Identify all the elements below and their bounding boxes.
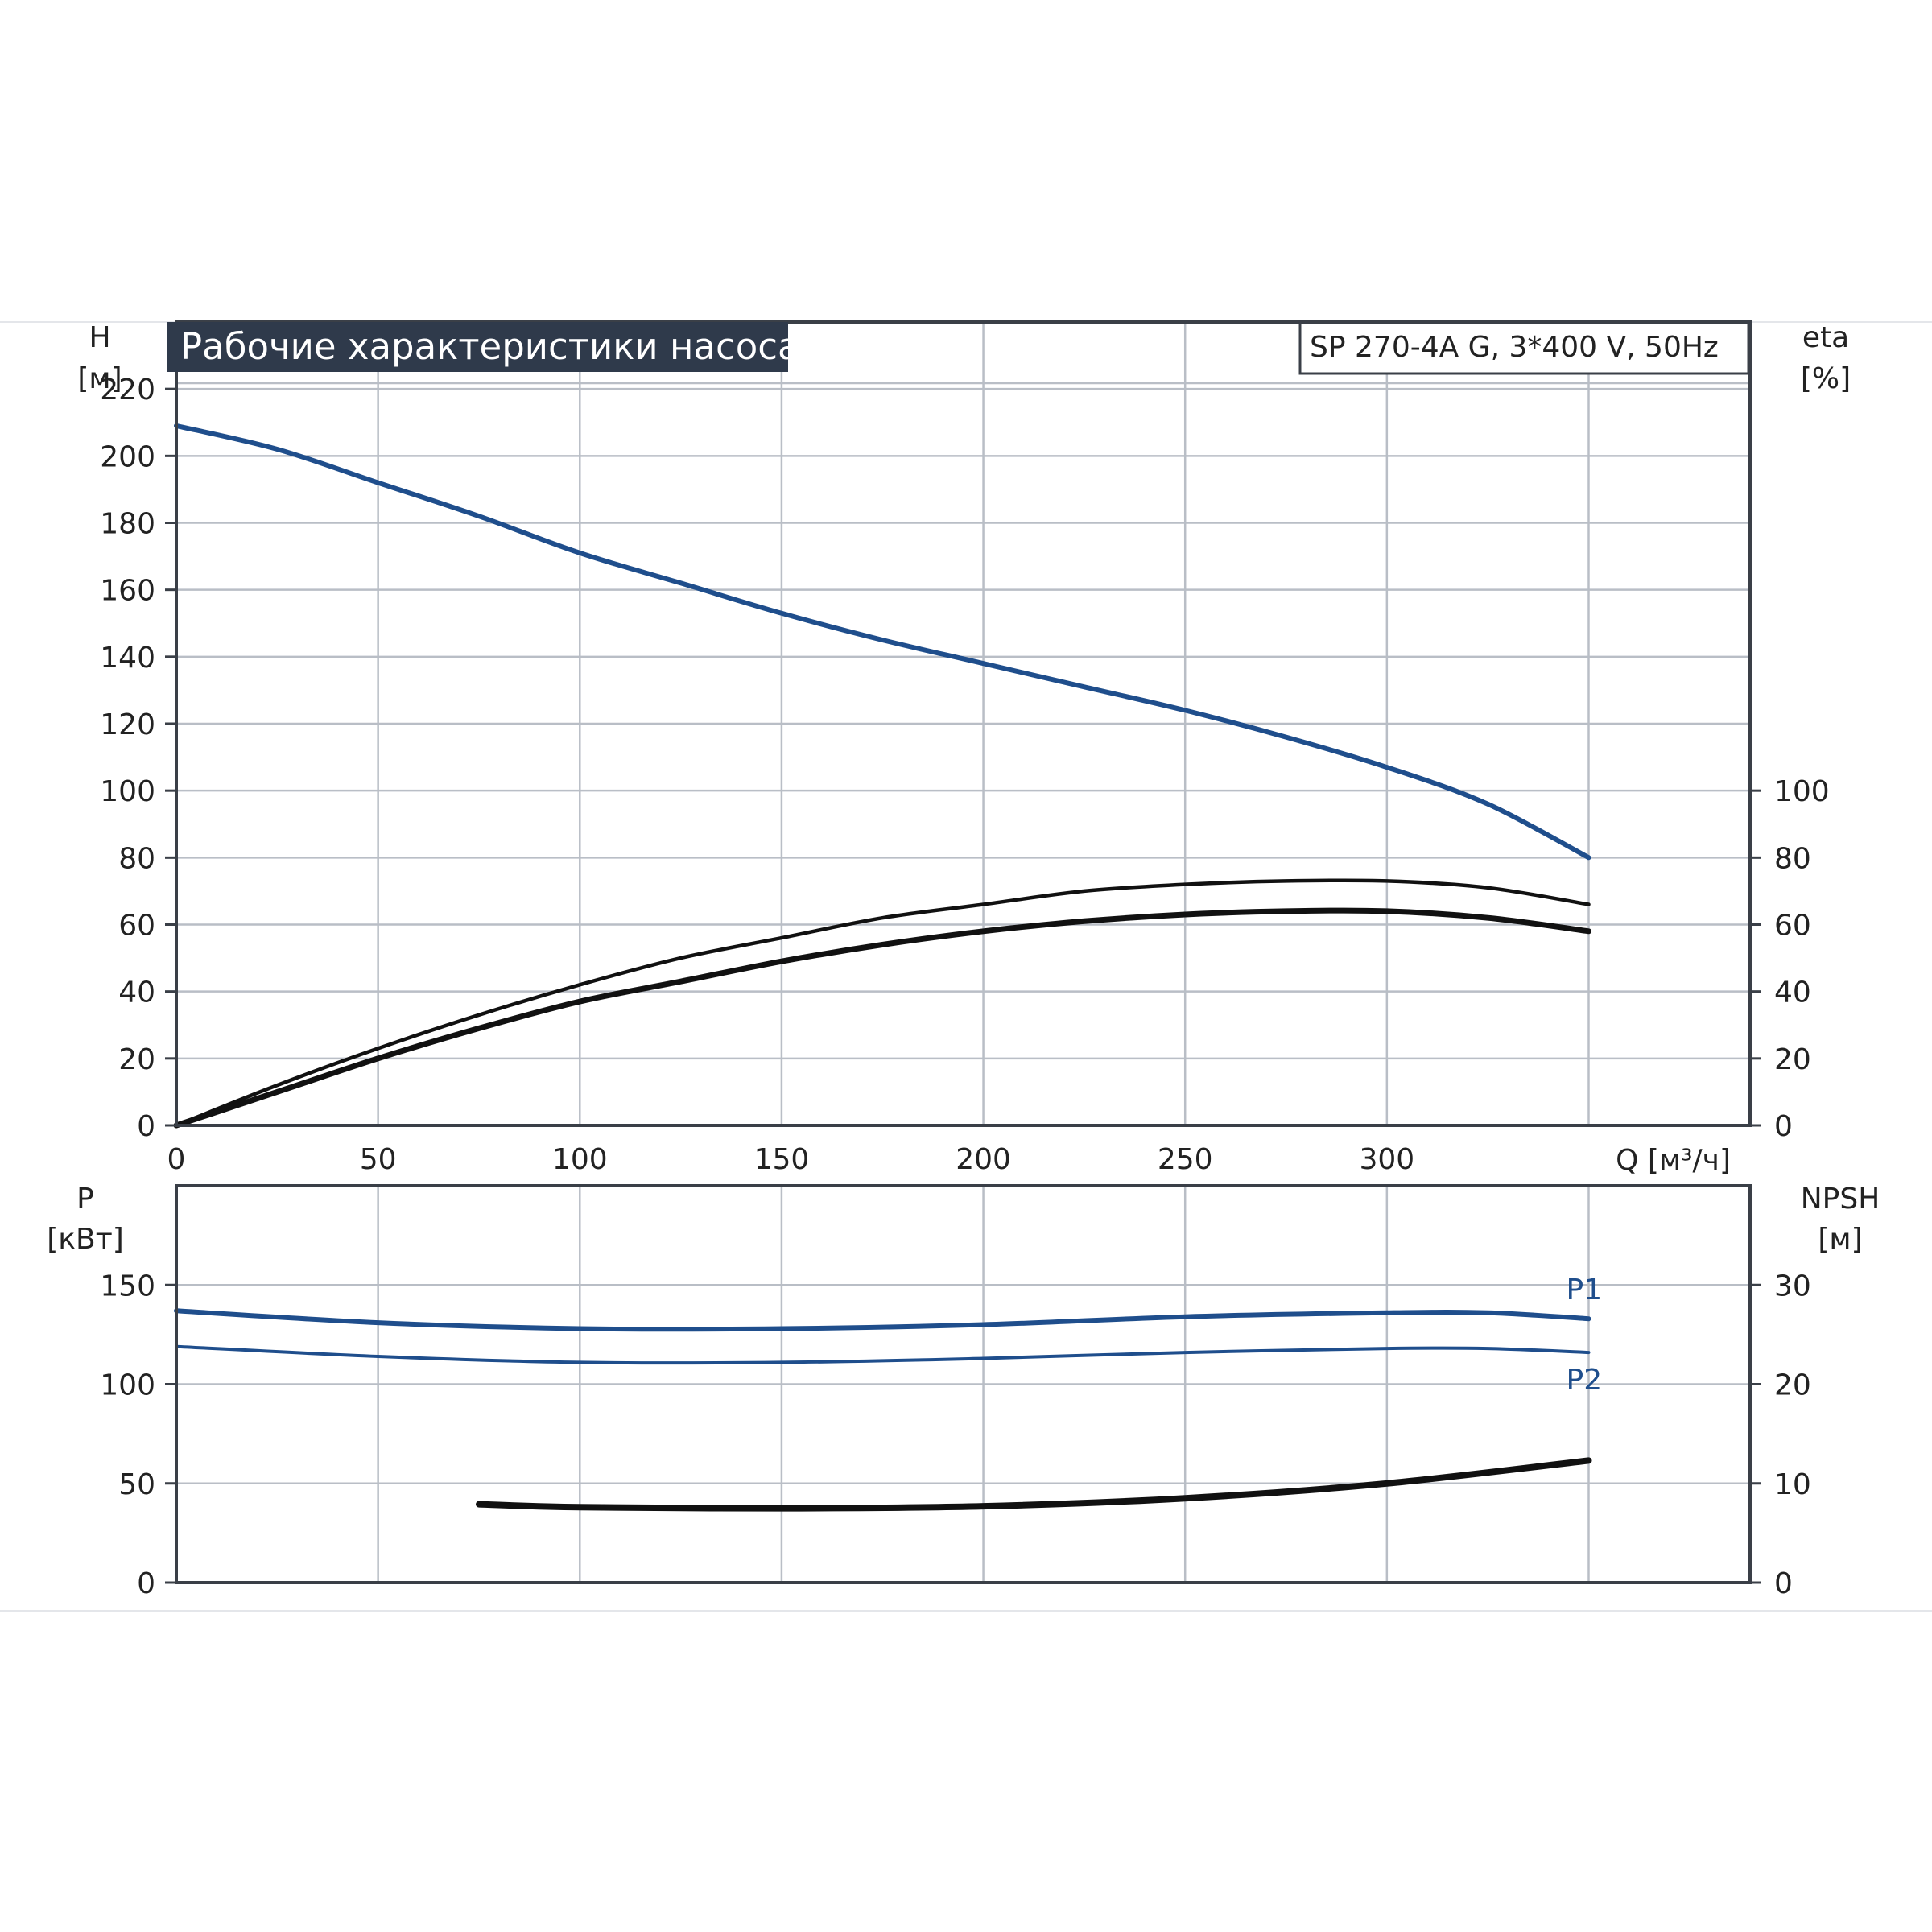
y-left-tick-label: 50 — [118, 1468, 155, 1501]
npsh-axis-unit: [м] — [1818, 1223, 1862, 1256]
y-left-tick-label: 150 — [100, 1269, 155, 1302]
y-right-tick-label: 0 — [1774, 1567, 1793, 1600]
y-left-tick-label: 20 — [118, 1043, 155, 1076]
npsh-axis-label: NPSH — [1801, 1183, 1880, 1216]
series-line-npsh-curve — [476, 1457, 1592, 1512]
y-right-tick-label: 20 — [1774, 1369, 1811, 1402]
series-label-p1: P1 — [1566, 1274, 1602, 1307]
chart-title: Рабочие характеристики насоса — [180, 325, 800, 368]
y-left-tick-label: 100 — [100, 1369, 155, 1402]
y-left-tick-label: 60 — [118, 910, 155, 943]
y-right-tick-label: 10 — [1774, 1468, 1811, 1501]
bottom-series-layer: P1 P2 — [174, 1274, 1602, 1512]
y-right-tick-label: 20 — [1774, 1043, 1811, 1076]
series-line-p2 — [175, 1344, 1591, 1365]
title-background — [167, 322, 788, 372]
series-line-head-curve — [174, 423, 1591, 861]
bottom-tick-labels: 0 50 100 150 0 10 20 30 — [100, 1269, 1811, 1600]
y-right-label: eta — [1802, 321, 1849, 354]
y-left-tick-label: 80 — [118, 842, 155, 875]
model-label: SP 270-4A G, 3*400 V, 50Hz — [1310, 331, 1719, 364]
y-left-tick-label: 180 — [100, 508, 155, 541]
y-left-tick-label: 40 — [118, 976, 155, 1009]
series-line-efficiency-curve-thin — [174, 878, 1591, 1128]
bottom-grid — [175, 1186, 1750, 1584]
y-right-tick-label: 80 — [1774, 842, 1811, 875]
y-right-tick-label: 60 — [1774, 910, 1811, 943]
y-right-tick-label: 40 — [1774, 976, 1811, 1009]
series-label-p2: P2 — [1566, 1364, 1602, 1397]
x-tick-label: 0 — [167, 1143, 186, 1176]
top-series-layer — [173, 423, 1591, 1129]
top-grid — [175, 322, 1750, 1127]
y-right-tick-label: 0 — [1774, 1110, 1793, 1143]
y-left-label: H — [89, 321, 110, 354]
y-left-unit: [м] — [77, 362, 122, 395]
y-right-unit: [%] — [1801, 362, 1851, 395]
y-left-tick-label: 0 — [137, 1110, 155, 1143]
y-left-tick-label: 120 — [100, 708, 155, 741]
top-tick-labels: 0 20 40 60 80 100 120 140 160 180 200 220 0 20 40 60 80 1… — [100, 374, 1829, 1176]
head-efficiency-chart: 0 20 40 60 80 100 120 140 160 180 200 220 0 20 40 60 80 1… — [77, 320, 1851, 1177]
power-npsh-chart: P1 P2 0 50 100 150 0 10 20 30 P [кВт] NPSH [м] — [47, 1183, 1880, 1600]
y-left-tick-label: 140 — [100, 642, 155, 675]
model-box — [1298, 321, 1750, 375]
series-line-p1 — [174, 1308, 1591, 1332]
y-left-tick-label: 220 — [100, 374, 155, 407]
x-axis-label: Q [м³/ч] — [1616, 1144, 1731, 1177]
x-tick-label: 200 — [956, 1143, 1011, 1176]
power-axis-unit: [кВт] — [47, 1223, 124, 1256]
x-tick-label: 300 — [1359, 1143, 1414, 1176]
x-tick-label: 50 — [360, 1143, 397, 1176]
y-left-tick-label: 0 — [137, 1567, 155, 1600]
y-right-tick-label: 100 — [1774, 775, 1830, 808]
y-left-tick-label: 200 — [100, 440, 155, 473]
power-axis-label: P — [76, 1183, 94, 1216]
x-tick-label: 250 — [1158, 1143, 1213, 1176]
y-left-tick-label: 160 — [100, 575, 155, 608]
x-tick-label: 100 — [552, 1143, 608, 1176]
x-tick-label: 150 — [754, 1143, 810, 1176]
y-left-tick-label: 100 — [100, 775, 155, 808]
series-line-efficiency-curve-thick — [173, 907, 1591, 1129]
y-right-tick-label: 30 — [1774, 1269, 1811, 1302]
